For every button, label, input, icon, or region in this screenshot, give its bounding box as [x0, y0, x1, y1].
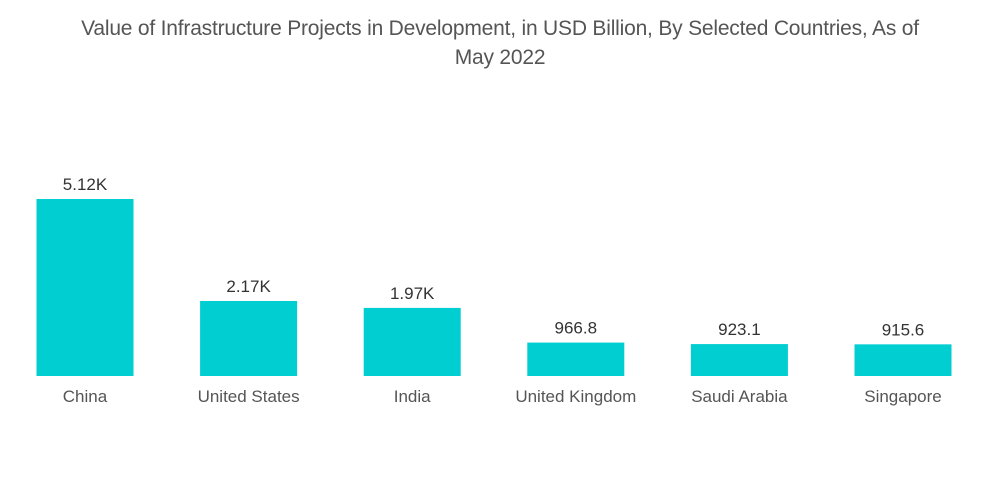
data-label: 915.6 — [882, 320, 925, 339]
x-tick-label: India — [394, 387, 431, 406]
x-tick-label: China — [63, 387, 108, 406]
bar-singapore — [854, 344, 952, 376]
bar-india — [363, 307, 461, 376]
chart-title-line-2: May 2022 — [454, 46, 546, 69]
bar-china — [36, 199, 134, 376]
bar-united-states — [200, 300, 298, 376]
x-tick-label: United States — [198, 387, 300, 406]
data-label: 966.8 — [555, 319, 598, 338]
data-label: 5.12K — [63, 175, 108, 194]
x-tick-label: Saudi Arabia — [691, 387, 788, 406]
x-tick-label: United Kingdom — [515, 387, 636, 406]
x-tick-label: Singapore — [864, 387, 942, 406]
data-label: 1.97K — [390, 284, 435, 303]
chart-title-line-1: Value of Infrastructure Projects in Deve… — [81, 17, 919, 40]
chart-title: Value of Infrastructure Projects in Deve… — [0, 14, 1000, 72]
bar-saudi-arabia — [690, 344, 788, 376]
bar-united-kingdom — [527, 342, 625, 376]
data-label: 923.1 — [718, 320, 761, 339]
data-label: 2.17K — [226, 277, 271, 296]
